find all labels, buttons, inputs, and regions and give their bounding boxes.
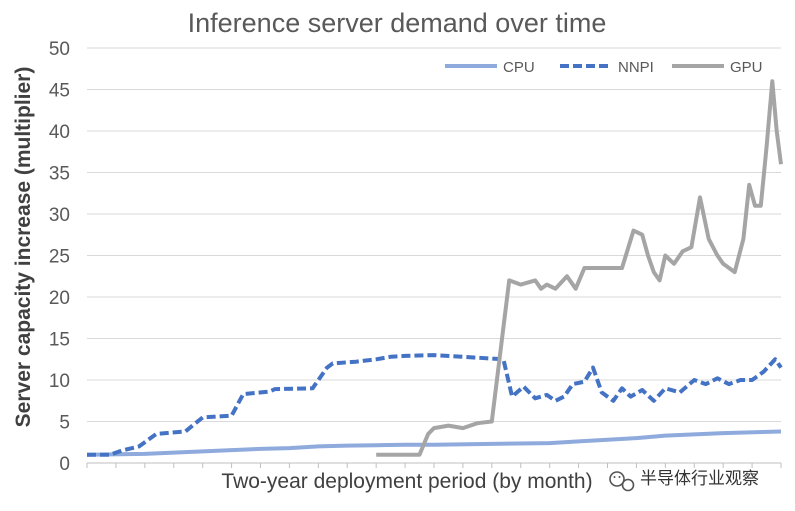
x-axis-title: Two-year deployment period (by month) xyxy=(221,470,592,493)
plot-area xyxy=(86,79,783,457)
y-axis-ticks: 0 5 10 15 20 25 30 35 40 45 50 xyxy=(49,39,70,475)
watermark: 半导体行业观察 xyxy=(609,469,759,492)
watermark-text: 半导体行业观察 xyxy=(640,469,759,489)
y-tick-label: 35 xyxy=(49,164,70,185)
x-axis xyxy=(86,462,782,468)
y-tick-label: 15 xyxy=(49,330,70,351)
y-tick-label: 30 xyxy=(49,205,70,226)
y-tick-label: 25 xyxy=(49,247,70,268)
series-line-cpu xyxy=(86,429,782,457)
legend-label-gpu: GPU xyxy=(730,59,763,76)
y-tick-label: 10 xyxy=(49,371,70,392)
chart-title: Inference server demand over time xyxy=(188,8,607,38)
y-tick-label: 0 xyxy=(59,454,70,475)
series-line-gpu xyxy=(376,79,783,457)
y-axis-title: Server capacity increase (multiplier) xyxy=(12,67,35,428)
legend-label-nnpi: NNPI xyxy=(618,59,654,76)
legend: CPU NNPI GPU xyxy=(445,59,763,76)
y-tick-label: 50 xyxy=(49,39,70,60)
series-line-nnpi xyxy=(87,353,783,457)
y-tick-label: 20 xyxy=(49,288,70,309)
wechat-icon xyxy=(609,471,635,492)
y-tick-label: 40 xyxy=(49,122,70,143)
y-tick-label: 45 xyxy=(49,81,70,102)
gridlines xyxy=(87,47,781,422)
legend-label-cpu: CPU xyxy=(503,59,535,76)
y-tick-label: 5 xyxy=(59,413,70,434)
